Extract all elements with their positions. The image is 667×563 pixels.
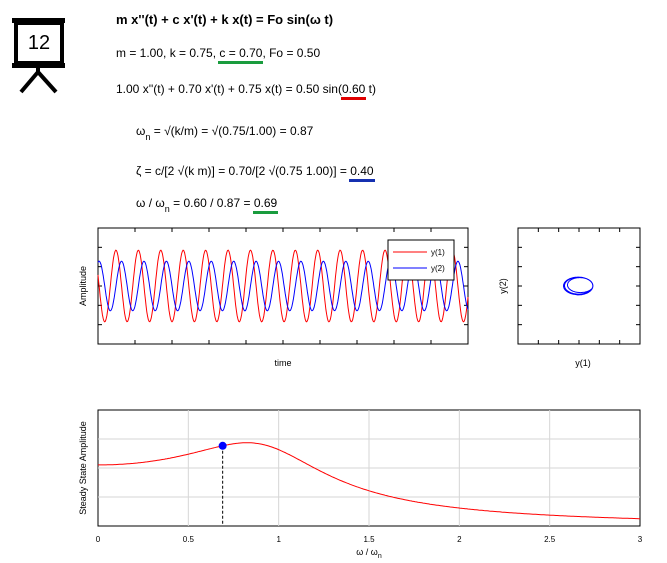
frequency-ratio-line: ω / ωn = 0.60 / 0.87 = 0.69 [136,196,279,214]
freq-plot-xtick-label: 1 [276,535,281,544]
legend-box [387,239,455,281]
damping-ratio-value: 0.40 [349,164,375,182]
damping-value: c = 0.70 [218,46,264,64]
freq-plot-xtick-label: 0.5 [183,535,195,544]
freq-plot-ylabel: Steady State Amplitude [78,421,88,515]
specific-equation: 1.00 x''(t) + 0.70 x'(t) + 0.75 x(t) = 0… [116,82,377,100]
freq-plot-xlabel: ω / ωn [356,547,382,560]
equation-of-motion: m x''(t) + c x'(t) + k x(t) = Fo sin(ω t… [116,12,334,27]
natural-frequency-line: ωn = √(k/m) = √(0.75/1.00) = 0.87 [136,124,314,142]
phase-plot-frame [517,227,641,345]
phase-portrait-curve [563,276,594,296]
freq-plot-xtick-label: 1.5 [363,535,375,544]
legend-label-2: y(2) [431,264,445,273]
freq-plot-xtick-label: 2.5 [544,535,556,544]
series-2-line [97,260,469,312]
freq-plot-xtick-label: 3 [638,535,643,544]
phase-plot-ylabel: y(2) [498,278,508,294]
forcing-frequency: 0.60 [340,82,367,100]
presentation-icon: 12 [8,16,70,96]
freq-plot-xtick-label: 0 [96,535,101,544]
operating-point-marker [218,441,227,450]
parameters-line: m = 1.00, k = 0.75, c = 0.70, Fo = 0.50 [116,46,321,64]
response-curve [98,442,640,520]
phase-plot-xlabel: y(1) [575,358,591,368]
time-plot-xlabel: time [274,358,291,368]
frequency-ratio-value: 0.69 [252,196,279,214]
legend-label-1: y(1) [431,248,445,257]
damping-ratio-line: ζ = c/[2 √(k m)] = 0.70/[2 √(0.75 1.00)]… [136,164,375,182]
slide-number: 12 [27,32,51,54]
time-plot-ylabel: Amplitude [78,266,88,306]
freq-plot-xtick-label: 2 [457,535,462,544]
